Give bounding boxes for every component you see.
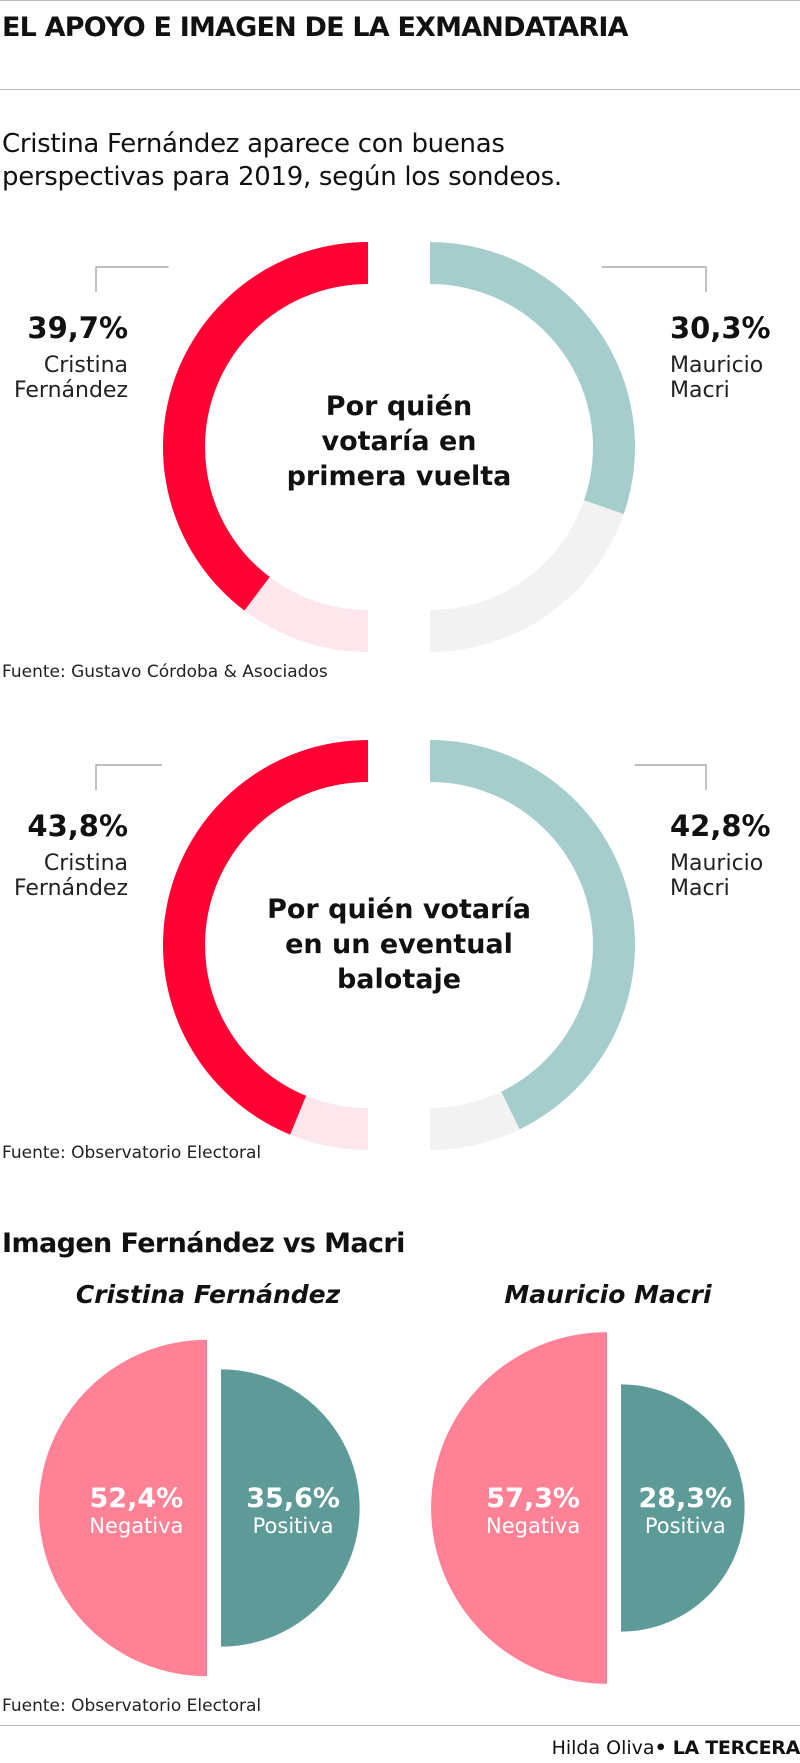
donut-track-macri (430, 1091, 520, 1150)
name-label-macri-line2: Macri (670, 378, 730, 403)
donut-segment-macri (430, 242, 635, 515)
donut-segment-fernandez (162, 242, 368, 611)
donut-center-title-line2: votaría en (322, 426, 477, 457)
source-imagen: Fuente: Observatorio Electoral (2, 1696, 262, 1716)
name-label-macri-line1: Mauricio (670, 353, 763, 378)
name-label-fernandez-line2: Fernández (14, 876, 128, 901)
value-label-negativa-0: 52,4% (90, 1483, 184, 1514)
leader-line-fernandez (95, 266, 169, 292)
panel-title-macri: Mauricio Macri (504, 1280, 712, 1309)
value-label-macri: 30,3% (670, 311, 771, 345)
name-label-macri-line2: Macri (670, 876, 730, 901)
page-title: EL APOYO E IMAGEN DE LA EXMANDATARIA (2, 12, 628, 43)
donut-center-title-line3: primera vuelta (287, 461, 512, 492)
footer-rule (0, 1725, 800, 1726)
page-subtitle: Cristina Fernández aparece con buenas pe… (2, 129, 562, 192)
donut-track-fernandez (290, 1095, 368, 1150)
half-disc-negativa-macri (431, 1332, 607, 1684)
credit-line: Hilda Oliva• LA TERCERA (552, 1737, 800, 1759)
half-disc-positiva-macri (621, 1384, 745, 1632)
leader-line-macri (634, 764, 707, 790)
leader-line-fernandez (95, 764, 162, 790)
value-label-macri: 42,8% (670, 809, 771, 843)
value-label-fernandez: 43,8% (27, 809, 128, 843)
author-name: Hilda Oliva (551, 1737, 655, 1759)
section-title-imagen: Imagen Fernández vs Macri (2, 1228, 405, 1259)
name-label-macri-line1: Mauricio (670, 851, 763, 876)
donut-center-title-line1: Por quién (326, 391, 472, 422)
value-label-fernandez: 39,7% (27, 311, 128, 345)
category-label-positiva-1: Positiva (645, 1514, 726, 1538)
donut-center-title-line1: Por quién votaría (267, 894, 531, 925)
title-divider (0, 89, 800, 90)
donut-center-title-line2: en un eventual (285, 929, 513, 960)
name-label-fernandez-line2: Fernández (14, 378, 128, 403)
source-balotaje: Fuente: Observatorio Electoral (2, 1143, 262, 1163)
donut-segment-fernandez (162, 740, 368, 1135)
value-label-positiva-1: 28,3% (638, 1483, 732, 1514)
top-rule (0, 0, 800, 1)
category-label-positiva-0: Positiva (253, 1514, 334, 1538)
donut-segment-macri (430, 740, 635, 1130)
image-half-circle-chart: Cristina Fernández52,4%Negativa35,6%Posi… (38, 1280, 745, 1684)
donut-track-fernandez (244, 577, 368, 652)
name-label-fernandez-line1: Cristina (44, 851, 128, 876)
donut-center-title-line3: balotaje (337, 964, 461, 995)
publication-name: • LA TERCERA (654, 1737, 800, 1759)
category-label-negativa-0: Negativa (89, 1514, 183, 1538)
value-label-positiva-0: 35,6% (246, 1483, 340, 1514)
half-disc-positiva-fernandez (221, 1369, 360, 1647)
category-label-negativa-1: Negativa (486, 1514, 580, 1538)
source-primera-vuelta: Fuente: Gustavo Córdoba & Asociados (2, 662, 328, 682)
leader-line-macri (601, 266, 707, 292)
panel-title-fernandez: Cristina Fernández (76, 1280, 341, 1309)
donut-track-macri (430, 500, 624, 652)
value-label-negativa-1: 57,3% (486, 1483, 580, 1514)
name-label-fernandez-line1: Cristina (44, 353, 128, 378)
half-disc-negativa-fernandez (38, 1339, 207, 1677)
